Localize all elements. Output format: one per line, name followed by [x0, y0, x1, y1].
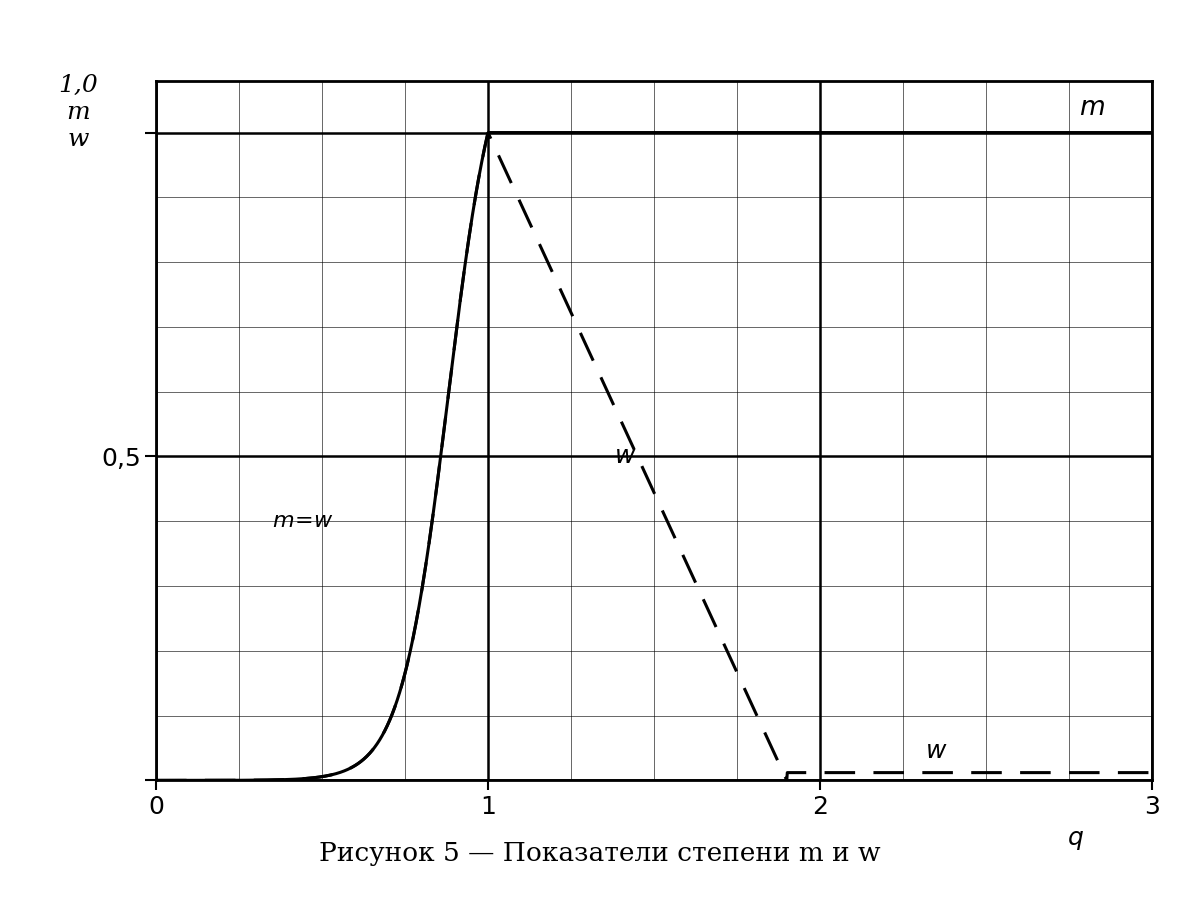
Text: Рисунок 5 — Показатели степени m и w: Рисунок 5 — Показатели степени m и w — [319, 841, 881, 867]
Text: m: m — [66, 100, 90, 124]
Text: w: w — [67, 127, 89, 151]
Text: $w$: $w$ — [925, 740, 948, 762]
Text: $m\!=\!w$: $m\!=\!w$ — [272, 510, 334, 532]
Text: $q$: $q$ — [1067, 829, 1084, 852]
Text: $m$: $m$ — [1079, 94, 1105, 119]
Text: 1,0: 1,0 — [58, 74, 98, 97]
Text: $w$: $w$ — [614, 445, 637, 468]
